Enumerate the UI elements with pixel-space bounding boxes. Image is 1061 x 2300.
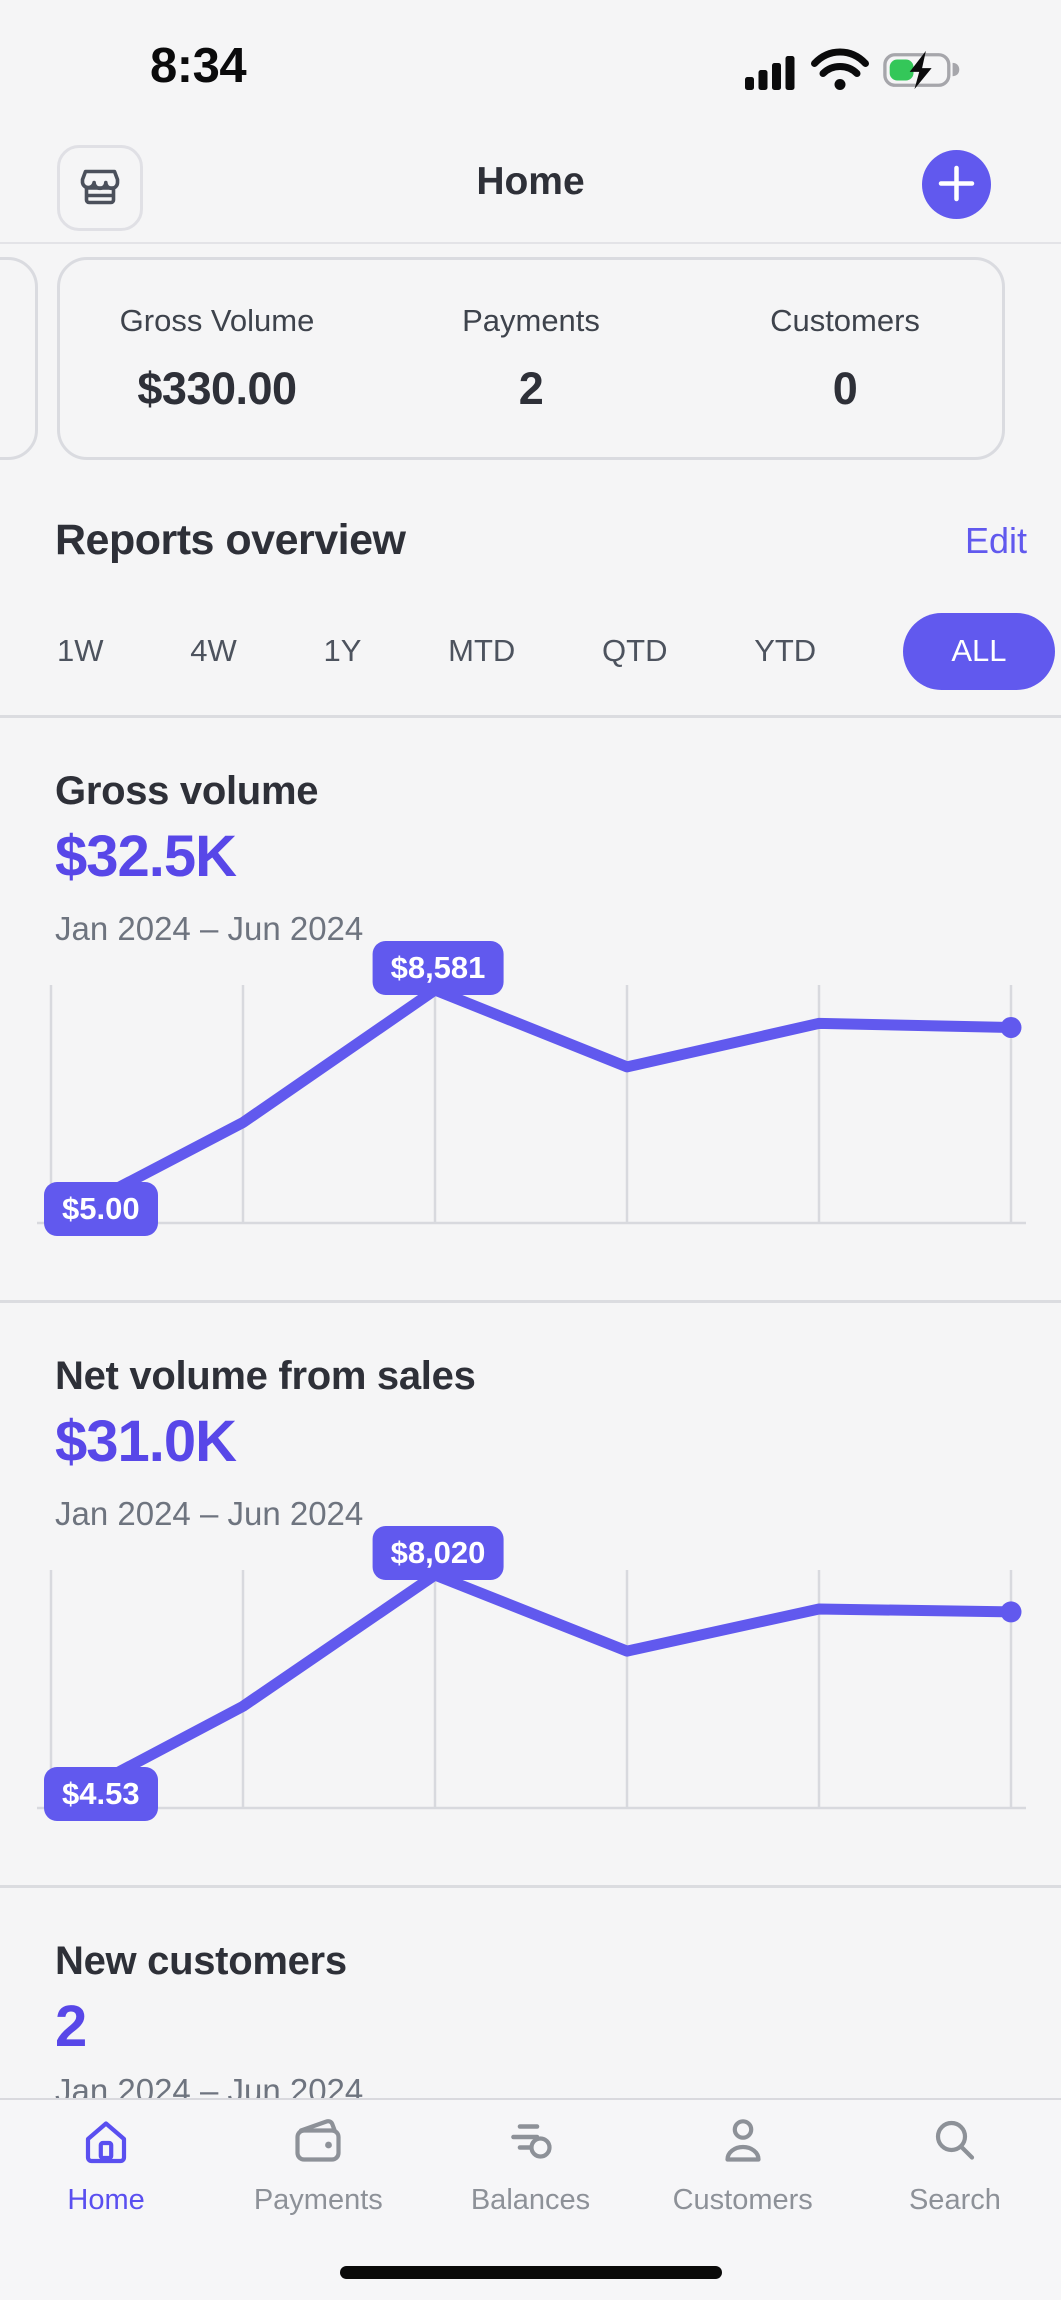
stat-payments: Payments 2 xyxy=(374,303,688,415)
summary-card[interactable]: Gross Volume $330.00 Payments 2 Customer… xyxy=(57,257,1005,460)
gross-volume-period: Jan 2024 – Jun 2024 xyxy=(55,910,364,947)
stat-customers: Customers 0 xyxy=(688,303,1002,415)
status-icons xyxy=(743,48,965,97)
tab-balances[interactable]: Balances xyxy=(424,2113,636,2300)
stat-label: Payments xyxy=(462,302,600,338)
storefront-icon xyxy=(75,162,125,215)
app-header: Home xyxy=(0,130,1061,244)
search-icon xyxy=(927,2113,983,2172)
range-tabs: 1W 4W 1Y MTD QTD YTD ALL xyxy=(0,612,1061,690)
range-tab-all-selected[interactable]: ALL xyxy=(902,612,1055,690)
wifi-icon xyxy=(810,48,870,97)
net-volume-section: Net volume from sales $31.0K Jan 2024 – … xyxy=(0,1302,1061,1885)
range-tab-mtd[interactable]: MTD xyxy=(448,633,516,668)
plus-icon xyxy=(922,149,991,221)
tab-customers[interactable]: Customers xyxy=(637,2113,849,2300)
home-icon xyxy=(78,2113,134,2172)
summary-card-previous[interactable] xyxy=(0,257,38,460)
range-tab-4w[interactable]: 4W xyxy=(190,633,237,668)
new-customers-title: New customers xyxy=(55,1939,347,1983)
stat-label: Customers xyxy=(770,302,920,338)
balances-icon xyxy=(503,2113,559,2172)
business-switcher-button[interactable] xyxy=(57,145,143,231)
new-customers-total: 2 xyxy=(55,1994,87,2059)
tab-search[interactable]: Search xyxy=(849,2113,1061,2300)
gross-volume-section: Gross volume $32.5K Jan 2024 – Jun 2024 … xyxy=(0,717,1061,1300)
range-tab-ytd[interactable]: YTD xyxy=(754,633,817,668)
net-volume-total: $31.0K xyxy=(55,1409,237,1474)
gross-volume-chart[interactable] xyxy=(0,983,1061,1235)
home-indicator[interactable] xyxy=(339,2266,722,2279)
stat-value: 0 xyxy=(832,362,858,414)
edit-link[interactable]: Edit xyxy=(964,519,1027,561)
stat-gross-volume: Gross Volume $330.00 xyxy=(60,303,374,415)
reports-header: Reports overview Edit xyxy=(55,516,1027,565)
page-title: Home xyxy=(476,160,585,203)
stat-value: 2 xyxy=(518,362,544,414)
tab-payments[interactable]: Payments xyxy=(212,2113,424,2300)
net-volume-start-badge: $4.53 xyxy=(44,1767,158,1821)
stat-value: $330.00 xyxy=(137,362,297,414)
net-volume-period: Jan 2024 – Jun 2024 xyxy=(55,1495,364,1532)
summary-cards-carousel: Gross Volume $330.00 Payments 2 Customer… xyxy=(0,257,1061,460)
wallet-icon xyxy=(290,2113,346,2172)
gross-volume-start-badge: $5.00 xyxy=(44,1182,158,1236)
tab-label: Home xyxy=(67,2184,145,2216)
reports-overview-title: Reports overview xyxy=(55,516,406,564)
net-volume-peak-badge: $8,020 xyxy=(372,1526,504,1580)
range-tab-qtd[interactable]: QTD xyxy=(602,633,668,668)
tab-label: Balances xyxy=(470,2184,591,2216)
range-tab-1w[interactable]: 1W xyxy=(57,633,104,668)
customers-icon xyxy=(715,2113,771,2172)
section-divider xyxy=(0,1300,1061,1303)
net-volume-title: Net volume from sales xyxy=(55,1354,476,1398)
battery-charging-icon xyxy=(883,49,965,96)
tab-home[interactable]: Home xyxy=(0,2113,212,2300)
section-divider xyxy=(0,1885,1061,1888)
net-volume-chart[interactable] xyxy=(0,1568,1061,1820)
add-button[interactable] xyxy=(922,150,991,219)
gross-volume-total: $32.5K xyxy=(55,824,237,889)
tab-label: Payments xyxy=(253,2184,383,2216)
status-bar: 8:34 xyxy=(0,0,1061,130)
section-divider xyxy=(0,715,1061,718)
gross-volume-title: Gross volume xyxy=(55,769,319,813)
stat-label: Gross Volume xyxy=(119,302,315,338)
status-time: 8:34 xyxy=(150,39,247,93)
tab-label: Search xyxy=(908,2184,1001,2216)
tab-label: Customers xyxy=(672,2184,813,2216)
range-tab-1y[interactable]: 1Y xyxy=(323,633,362,668)
cellular-signal-icon xyxy=(743,50,797,95)
bottom-tab-bar: Home Payments Balances xyxy=(0,2098,1061,2300)
gross-volume-peak-badge: $8,581 xyxy=(372,941,504,995)
